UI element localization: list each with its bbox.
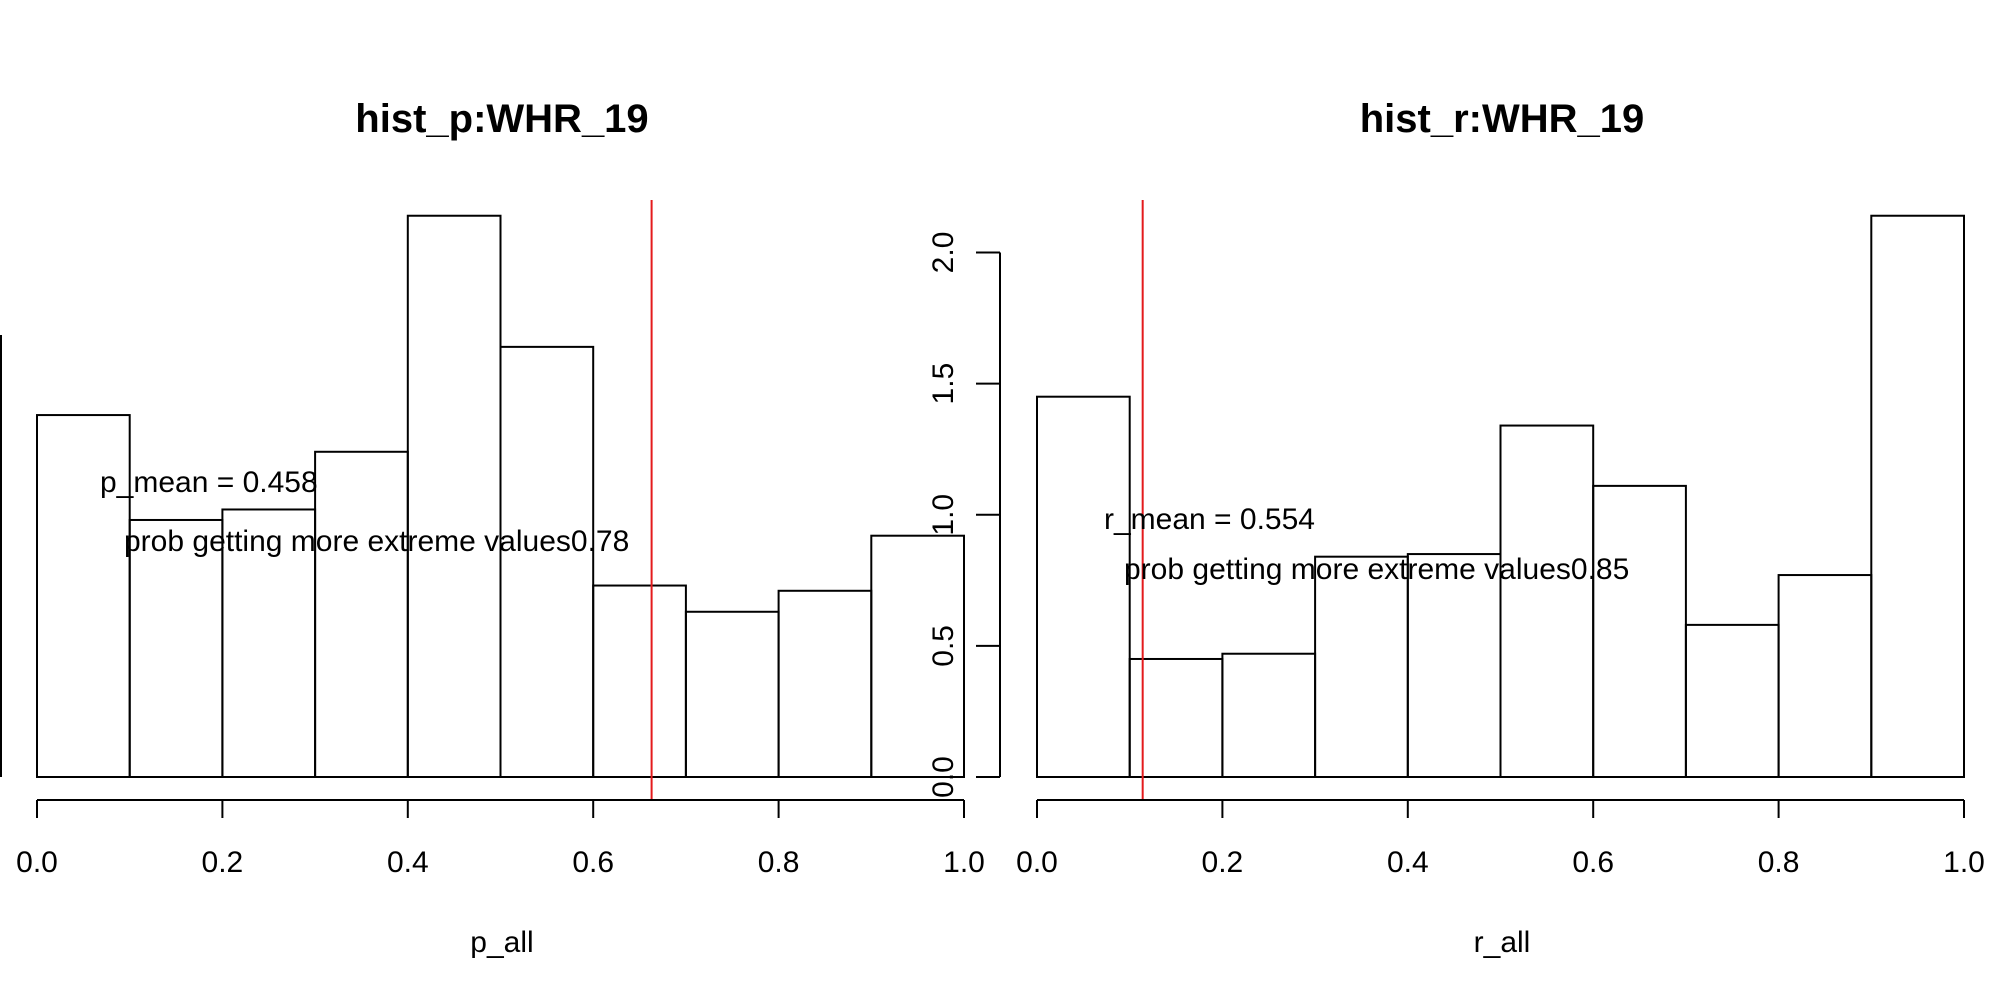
- x-tick-group: 0.0 0.2 0.4 0.6 0.8 1.0: [16, 800, 985, 879]
- extreme-prob-annotation: prob getting more extreme values0.78: [124, 525, 629, 558]
- chart-title: hist_r:WHR_19: [1360, 97, 1645, 141]
- y-tick-label: 0.0: [927, 756, 960, 798]
- x-tick-label: 0.0: [16, 846, 58, 879]
- histogram-bar: [1870, 214, 1966, 778]
- x-tick-label: 0.6: [1572, 846, 1614, 879]
- y-tick-label: 0.5: [927, 625, 960, 667]
- bar-group: [1036, 214, 1966, 779]
- y-tick-label: 1.0: [927, 494, 960, 536]
- x-tick-label: 0.4: [1387, 846, 1429, 879]
- y-axis: 0.0 0.5 1.0 1.5 2.0: [927, 232, 1001, 798]
- x-axis-label: p_all: [470, 926, 533, 959]
- x-tick-label: 0.8: [1758, 846, 1800, 879]
- x-tick-label: 0.0: [1016, 846, 1058, 879]
- y-tick-label: 2.0: [927, 232, 960, 274]
- histogram-bar: [870, 534, 965, 779]
- mean-annotation: p_mean = 0.458: [100, 466, 318, 499]
- x-tick-label: 0.6: [572, 846, 614, 879]
- mean-annotation: r_mean = 0.554: [1104, 503, 1315, 536]
- chart-title: hist_p:WHR_19: [355, 97, 648, 141]
- bar-group: [36, 214, 965, 779]
- x-tick-label: 1.0: [943, 846, 985, 879]
- y-tick-label: 1.5: [927, 363, 960, 405]
- x-axis-label: r_all: [1474, 926, 1531, 959]
- x-tick-group: 0.0 0.2 0.4 0.6 0.8 1.0: [1016, 800, 1985, 879]
- histogram-bar: [499, 345, 595, 778]
- x-tick-label: 0.4: [387, 846, 429, 879]
- histogram-panel-p: hist_p:WHR_19 p_mean = 0.458 prob gettin…: [0, 97, 985, 959]
- x-tick-label: 1.0: [1943, 846, 1985, 879]
- x-tick-label: 0.8: [758, 846, 800, 879]
- histogram-panel-r: hist_r:WHR_19 0.0 0.5 1.0 1.5 2.0 r_mean = 0…: [927, 97, 1985, 959]
- histogram-bar: [1036, 395, 1131, 778]
- extreme-prob-annotation: prob getting more extreme values0.85: [1124, 553, 1629, 586]
- x-tick-label: 0.2: [1202, 846, 1244, 879]
- x-tick-label: 0.2: [202, 846, 244, 879]
